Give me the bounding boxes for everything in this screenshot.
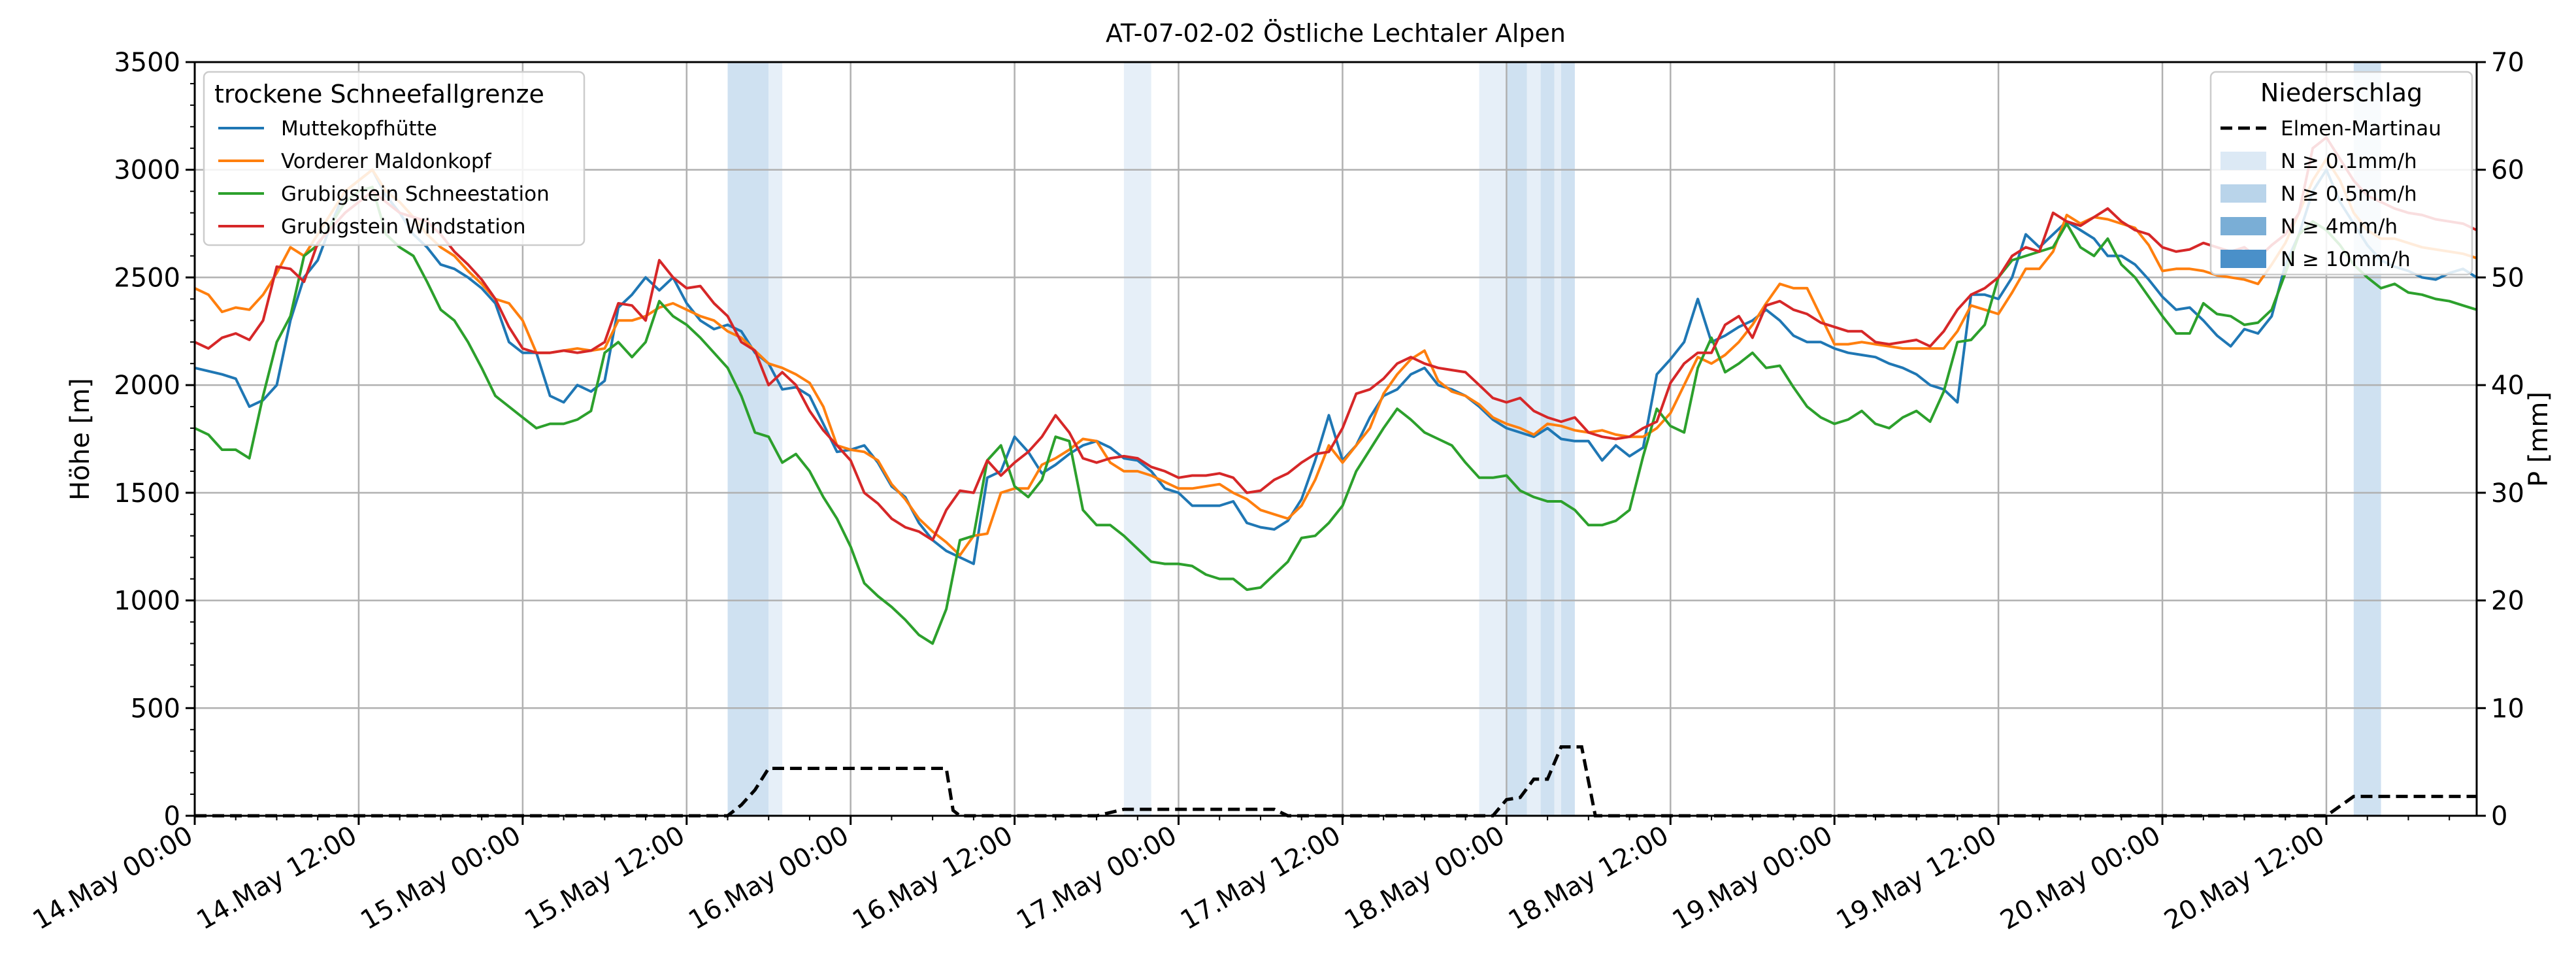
- x-tick-label: 17.May 00:00: [1012, 820, 1182, 936]
- x-tick-label: 19.May 00:00: [1668, 820, 1838, 936]
- legend-label-precip-2: N ≥ 0.5mm/h: [2281, 182, 2417, 206]
- legend-swatch-precip-1: [2221, 152, 2266, 170]
- x-tick-label: 16.May 12:00: [848, 820, 1018, 936]
- y2-tick-label: 10: [2491, 694, 2524, 724]
- legend-altitude-title: trockene Schneefallgrenze: [214, 80, 544, 109]
- plot-frame: [193, 61, 2478, 817]
- precip-band: [1540, 62, 1555, 816]
- legend-altitude: trockene Schneefallgrenze Muttekopfhütte…: [203, 71, 586, 246]
- y2-tick-label: 20: [2491, 586, 2524, 616]
- precip-band: [768, 62, 783, 816]
- y-tick-label: 1500: [114, 478, 180, 509]
- series-line-1: [194, 168, 2478, 565]
- y-tick-label: 500: [131, 694, 180, 724]
- precip-band: [1123, 62, 1151, 816]
- legend-swatch-precip-4: [2221, 250, 2266, 268]
- x-tick-label: 18.May 12:00: [1504, 820, 1674, 936]
- precip-band: [1506, 62, 1527, 816]
- x-tick-label: 15.May 12:00: [520, 820, 690, 936]
- legend-altitude-box: [203, 71, 586, 246]
- y2-tick-label: 0: [2491, 801, 2507, 831]
- precip-band: [1479, 62, 1507, 816]
- y-axis-left: 0 500 1000 1500 2000 2500 3000 3500: [114, 48, 195, 831]
- y2-tick-label: 30: [2491, 478, 2524, 509]
- y-tick-label: 3500: [114, 48, 180, 78]
- legend-label-precip-3: N ≥ 4mm/h: [2281, 215, 2398, 239]
- y2-tick-label: 60: [2491, 156, 2524, 186]
- x-tick-label: 15.May 00:00: [355, 820, 526, 936]
- precip-line: [195, 745, 2477, 818]
- y-tick-label: 0: [164, 801, 180, 831]
- x-tick-label: 18.May 00:00: [1340, 820, 1510, 936]
- legend-swatch-precip-3: [2221, 217, 2266, 235]
- legend-label-series-2: Vorderer Maldonkopf: [281, 150, 492, 173]
- legend-precipitation-box: [2209, 71, 2473, 276]
- legend-label-precip-line: Elmen-Martinau: [2281, 117, 2441, 141]
- precip-bands: [727, 62, 2381, 816]
- legend-swatch-precip-2: [2221, 184, 2266, 203]
- legend-precipitation-title: Niederschlag: [2260, 78, 2422, 107]
- precip-band: [1554, 62, 1562, 816]
- y-tick-label: 1000: [114, 586, 180, 616]
- legend-label-precip-1: N ≥ 0.1mm/h: [2281, 150, 2417, 173]
- y-axis-right: 0 10 20 30 40 50 60 70: [2477, 48, 2524, 831]
- legend-label-series-4: Grubigstein Windstation: [281, 215, 525, 239]
- series-line-2: [194, 158, 2477, 557]
- y-tick-label: 2500: [114, 263, 180, 293]
- x-tick-label: 20.May 00:00: [1996, 820, 2166, 936]
- y2-tick-label: 40: [2491, 371, 2524, 401]
- chart-title: AT-07-02-02 Östliche Lechtaler Alpen: [1106, 19, 1566, 48]
- x-tick-label: 19.May 12:00: [1832, 820, 2002, 936]
- precip-band: [727, 62, 769, 816]
- y2-tick-label: 70: [2491, 48, 2524, 78]
- x-tick-label: 16.May 00:00: [684, 820, 854, 936]
- y2-tick-label: 50: [2491, 263, 2524, 293]
- x-tick-label: 14.May 12:00: [191, 820, 362, 936]
- legend-label-precip-4: N ≥ 10mm/h: [2281, 248, 2411, 271]
- series-lines: [194, 136, 2478, 818]
- y-axis-label: Höhe [m]: [65, 378, 95, 500]
- legend-precipitation: Niederschlag Elmen-Martinau N ≥ 0.1mm/h N …: [2209, 71, 2473, 276]
- legend-label-series-3: Grubigstein Schneestation: [281, 182, 550, 206]
- y2-axis-label: P [mm]: [2524, 392, 2554, 487]
- series-line-4: [194, 136, 2477, 542]
- x-tick-label: 14.May 00:00: [27, 820, 198, 936]
- precip-band: [1527, 62, 1541, 816]
- legend-label-series-1: Muttekopfhütte: [281, 117, 437, 141]
- x-tick-label: 20.May 12:00: [2159, 820, 2330, 936]
- x-tick-label: 17.May 12:00: [1176, 820, 1346, 936]
- y-tick-label: 3000: [114, 156, 180, 186]
- y-tick-label: 2000: [114, 371, 180, 401]
- series-line-3: [194, 186, 2477, 645]
